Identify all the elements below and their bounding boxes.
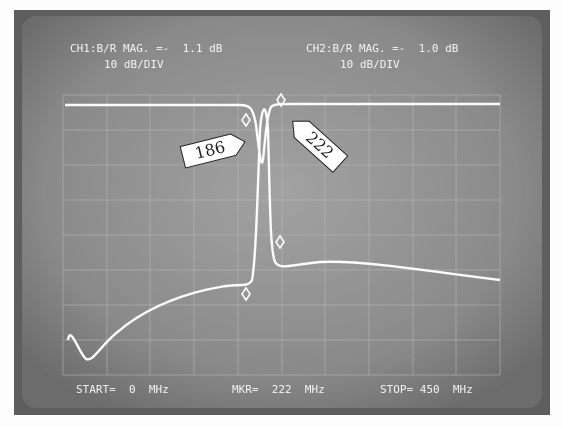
ch1-readout: CH1:B/R MAG. =- 1.1 dB <box>70 42 223 55</box>
start-readout: START= 0 MHz <box>76 383 169 396</box>
ch2-readout: CH2:B/R MAG. =- 1.0 dB <box>306 42 459 55</box>
ch2-scale: 10 dB/DIV <box>340 58 400 71</box>
page: 186 222 CH1:B/R MAG. =- 1.1 dB 10 dB/DIV… <box>0 0 562 427</box>
screen-photo: 186 222 CH1:B/R MAG. =- 1.1 dB 10 dB/DIV… <box>0 0 562 427</box>
ch1-scale: 10 dB/DIV <box>104 58 164 71</box>
marker-readout: MKR= 222 MHz <box>232 383 325 396</box>
stop-readout: STOP= 450 MHz <box>380 383 473 396</box>
